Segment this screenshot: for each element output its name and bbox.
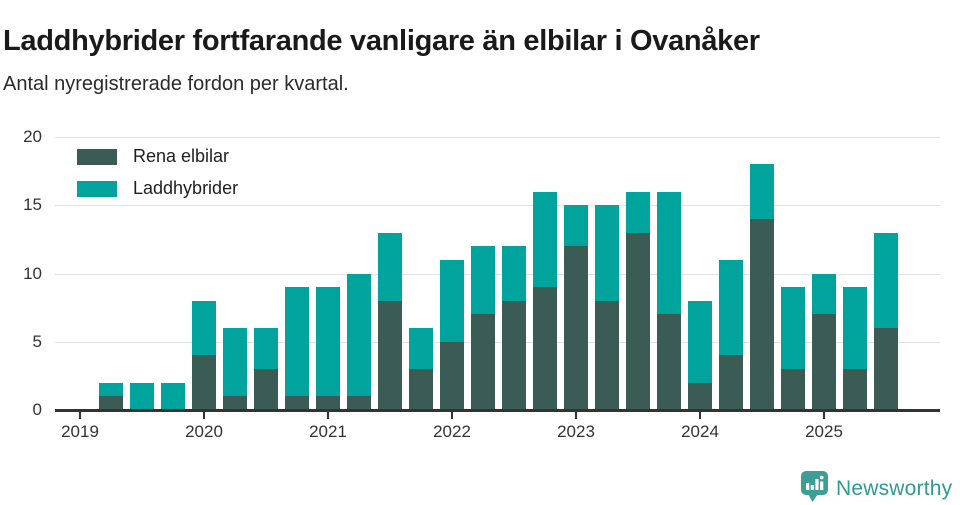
bar-segment-rena-elbilar: [192, 355, 216, 410]
y-tick-label: 0: [32, 400, 42, 419]
bar-segment-rena-elbilar: [254, 369, 278, 410]
y-tick-label: 5: [32, 331, 42, 351]
x-tick-label: 2023: [557, 422, 595, 441]
legend-swatch-rena-elbilar: [77, 148, 117, 165]
bar-segment-laddhybrider: [843, 287, 867, 370]
chart-legend: Rena elbilar Laddhybrider: [77, 146, 238, 210]
bar-segment-laddhybrider: [626, 191, 650, 233]
bar-segment-laddhybrider: [781, 287, 805, 370]
chart-subtitle: Antal nyregistrerade fordon per kvartal.: [3, 73, 349, 95]
bar-segment-rena-elbilar: [843, 369, 867, 410]
bar-segment-laddhybrider: [533, 191, 557, 288]
bar-segment-laddhybrider: [99, 382, 123, 397]
bar-segment-rena-elbilar: [812, 314, 836, 410]
legend-item-rena-elbilar: Rena elbilar: [77, 146, 238, 167]
bar-segment-laddhybrider: [812, 273, 836, 315]
bar-segment-laddhybrider: [688, 300, 712, 383]
y-tick-label: 10: [23, 263, 42, 283]
x-tick-label: 2021: [309, 422, 347, 441]
bar-segment-laddhybrider: [595, 205, 619, 301]
bar-segment-rena-elbilar: [688, 382, 712, 410]
legend-swatch-laddhybrider: [77, 180, 117, 197]
gridline-10: [55, 273, 940, 275]
bar-segment-laddhybrider: [161, 382, 185, 410]
x-tick-label: 2019: [61, 422, 99, 441]
legend-label: Rena elbilar: [133, 146, 230, 166]
bar-segment-laddhybrider: [316, 287, 340, 397]
legend-item-laddhybrider: Laddhybrider: [77, 178, 238, 199]
gridline-20: [55, 137, 940, 138]
page-title: Laddhybrider fortfarande vanligare än el…: [3, 25, 760, 58]
bar-segment-rena-elbilar: [285, 396, 309, 410]
bar-segment-laddhybrider: [192, 300, 216, 356]
x-axis-line: [55, 409, 940, 412]
bar-segment-rena-elbilar: [99, 396, 123, 410]
bar-segment-rena-elbilar: [750, 218, 774, 410]
bar-segment-rena-elbilar: [502, 300, 526, 410]
bar-segment-laddhybrider: [719, 259, 743, 356]
bar-segment-laddhybrider: [502, 246, 526, 301]
bar-segment-rena-elbilar: [409, 369, 433, 410]
x-tick-2021: [327, 412, 329, 419]
bar-segment-laddhybrider: [378, 232, 402, 301]
gridline-15: [55, 205, 940, 207]
y-tick-label: 20: [23, 127, 42, 146]
x-tick-label: 2025: [805, 422, 843, 441]
bar-segment-laddhybrider: [874, 232, 898, 329]
x-tick-2025: [823, 412, 825, 419]
gridline-5: [55, 341, 940, 343]
bar-segment-rena-elbilar: [595, 300, 619, 410]
bar-segment-laddhybrider: [564, 205, 588, 247]
bar-segment-rena-elbilar: [316, 396, 340, 410]
bar-segment-laddhybrider: [440, 259, 464, 342]
bar-segment-laddhybrider: [254, 328, 278, 370]
bar-segment-laddhybrider: [409, 328, 433, 370]
legend-label: Laddhybrider: [133, 178, 239, 198]
bar-segment-rena-elbilar: [874, 328, 898, 410]
plot-area: Rena elbilar Laddhybrider: [55, 137, 940, 410]
x-tick-label: 2020: [185, 422, 223, 441]
x-tick-2023: [575, 412, 577, 419]
x-tick-2022: [451, 412, 453, 419]
bar-segment-laddhybrider: [130, 382, 154, 410]
x-tick-2020: [203, 412, 205, 419]
bar-segment-laddhybrider: [285, 287, 309, 397]
x-tick-2024: [699, 412, 701, 419]
x-tick-label: 2022: [433, 422, 471, 441]
bar-segment-rena-elbilar: [564, 246, 588, 410]
y-tick-label: 15: [23, 195, 42, 215]
bar-segment-laddhybrider: [223, 328, 247, 397]
bar-segment-laddhybrider: [657, 191, 681, 315]
bar-segment-rena-elbilar: [347, 396, 371, 410]
bar-segment-laddhybrider: [347, 273, 371, 397]
x-tick-2019: [79, 412, 81, 419]
bar-segment-rena-elbilar: [533, 287, 557, 410]
brand-wordmark: Newsworthy: [836, 477, 953, 500]
x-tick-label: 2024: [681, 422, 719, 441]
bar-segment-rena-elbilar: [378, 300, 402, 410]
bar-segment-laddhybrider: [750, 164, 774, 219]
bar-segment-rena-elbilar: [471, 314, 495, 410]
bar-segment-rena-elbilar: [781, 369, 805, 410]
bar-segment-rena-elbilar: [223, 396, 247, 410]
bar-segment-rena-elbilar: [657, 314, 681, 410]
newsworthy-logo-icon: [801, 471, 828, 502]
bar-segment-rena-elbilar: [626, 232, 650, 410]
bar-segment-rena-elbilar: [719, 355, 743, 410]
bar-segment-rena-elbilar: [440, 341, 464, 410]
bar-segment-laddhybrider: [471, 246, 495, 315]
